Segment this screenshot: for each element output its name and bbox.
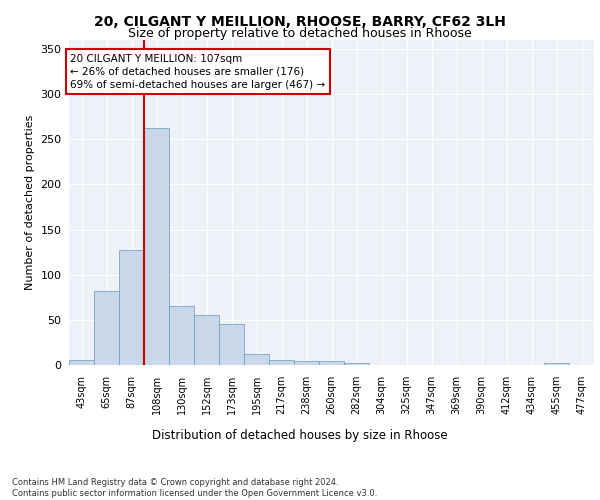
Bar — [344, 363, 369, 365]
Bar — [69, 360, 94, 365]
Bar — [269, 360, 294, 365]
Bar — [94, 291, 119, 365]
Bar — [169, 306, 194, 365]
Text: 20, CILGANT Y MEILLION, RHOOSE, BARRY, CF62 3LH: 20, CILGANT Y MEILLION, RHOOSE, BARRY, C… — [94, 15, 506, 29]
Bar — [194, 316, 219, 365]
Bar — [144, 128, 169, 365]
Bar — [294, 362, 319, 365]
Text: Contains HM Land Registry data © Crown copyright and database right 2024.
Contai: Contains HM Land Registry data © Crown c… — [12, 478, 377, 498]
Bar — [119, 250, 144, 365]
Bar — [319, 362, 344, 365]
Bar — [544, 363, 569, 365]
Y-axis label: Number of detached properties: Number of detached properties — [25, 115, 35, 290]
Bar — [219, 324, 244, 365]
Text: Size of property relative to detached houses in Rhoose: Size of property relative to detached ho… — [128, 28, 472, 40]
Text: 20 CILGANT Y MEILLION: 107sqm
← 26% of detached houses are smaller (176)
69% of : 20 CILGANT Y MEILLION: 107sqm ← 26% of d… — [70, 54, 325, 90]
Text: Distribution of detached houses by size in Rhoose: Distribution of detached houses by size … — [152, 430, 448, 442]
Bar — [244, 354, 269, 365]
